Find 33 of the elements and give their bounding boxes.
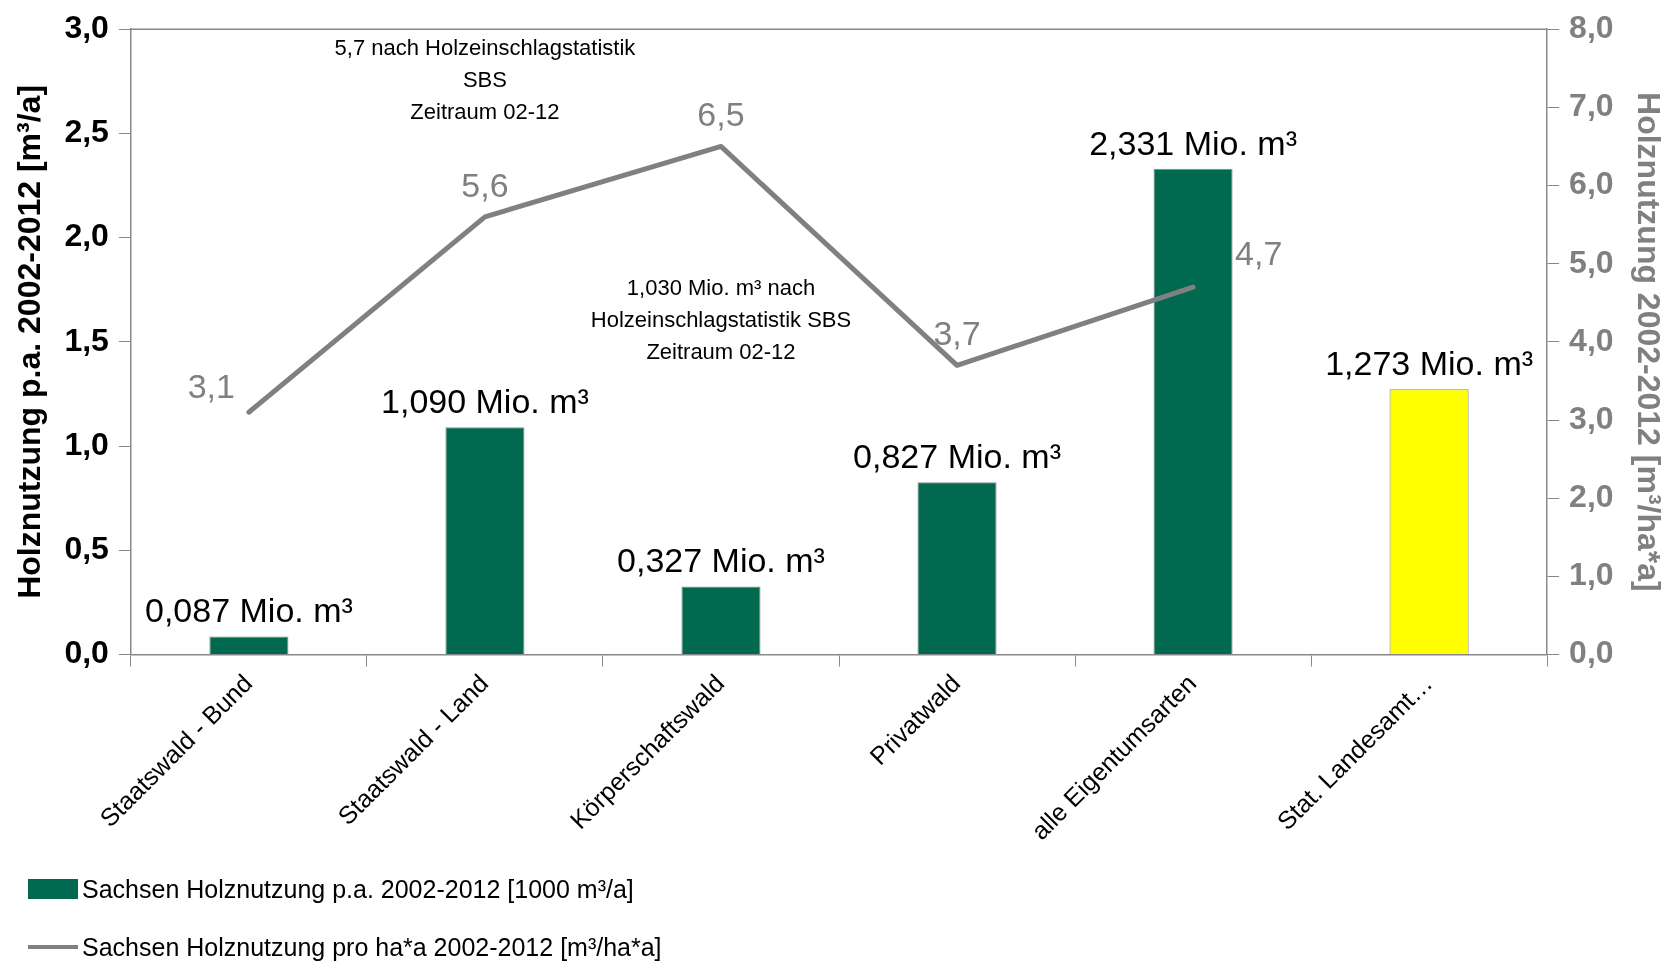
y-tick-label: 1,0 (64, 425, 109, 462)
y2-tick-label: 0,0 (1569, 634, 1614, 671)
data-label: 5,6 (461, 165, 509, 204)
data-label: 1,090 Mio. m³ (381, 382, 589, 421)
data-label: 3,1 (187, 367, 235, 406)
annotation: 1,030 Mio. m³ nach Holzeinschlagstatistik SBS Zeitraum 02-12 (590, 275, 852, 365)
y-axis-title: Holznutzung p.a. 2002-2012 [m³/a] (11, 84, 48, 599)
data-label: 0,087 Mio. m³ (144, 591, 353, 630)
y2-tick-label: 3,0 (1569, 399, 1614, 436)
annotation: 5,7 nach Holzeinschlagstatistik SBS Zeitraum 02-12 (334, 35, 637, 125)
data-label: 1,273 Mio. m³ (1325, 344, 1534, 383)
y2-axis-title: Holznutzung 2002-2012 [m³/ha*a] (1630, 92, 1667, 592)
y2-tick-label: 4,0 (1569, 321, 1614, 358)
y-tick-label: 2,5 (64, 113, 109, 150)
y-tick-label: 2,0 (64, 217, 109, 254)
legend-label: Sachsen Holznutzung p.a. 2002-2012 [1000 m³/a] (82, 874, 634, 904)
y-tick-label: 0,0 (64, 634, 109, 671)
y2-tick-label: 6,0 (1569, 165, 1614, 202)
data-label: 0,327 Mio. m³ (617, 541, 825, 580)
y2-tick-label: 1,0 (1569, 556, 1614, 593)
y-tick-label: 1,5 (64, 321, 109, 358)
data-label: 3,7 (933, 314, 981, 353)
data-label: 4,7 (1235, 234, 1283, 273)
data-label: 0,827 Mio. m³ (853, 437, 1061, 476)
data-label: 2,331 Mio. m³ (1089, 123, 1297, 162)
y2-tick-label: 7,0 (1569, 87, 1614, 124)
y2-tick-label: 5,0 (1569, 243, 1614, 280)
y2-tick-label: 2,0 (1569, 478, 1614, 515)
y2-tick-label: 8,0 (1569, 9, 1614, 46)
data-label: 6,5 (697, 95, 745, 134)
y-tick-label: 3,0 (64, 9, 109, 46)
y-tick-label: 0,5 (64, 530, 109, 567)
legend-label: Sachsen Holznutzung pro ha*a 2002-2012 [m³/ha*a] (82, 932, 662, 962)
